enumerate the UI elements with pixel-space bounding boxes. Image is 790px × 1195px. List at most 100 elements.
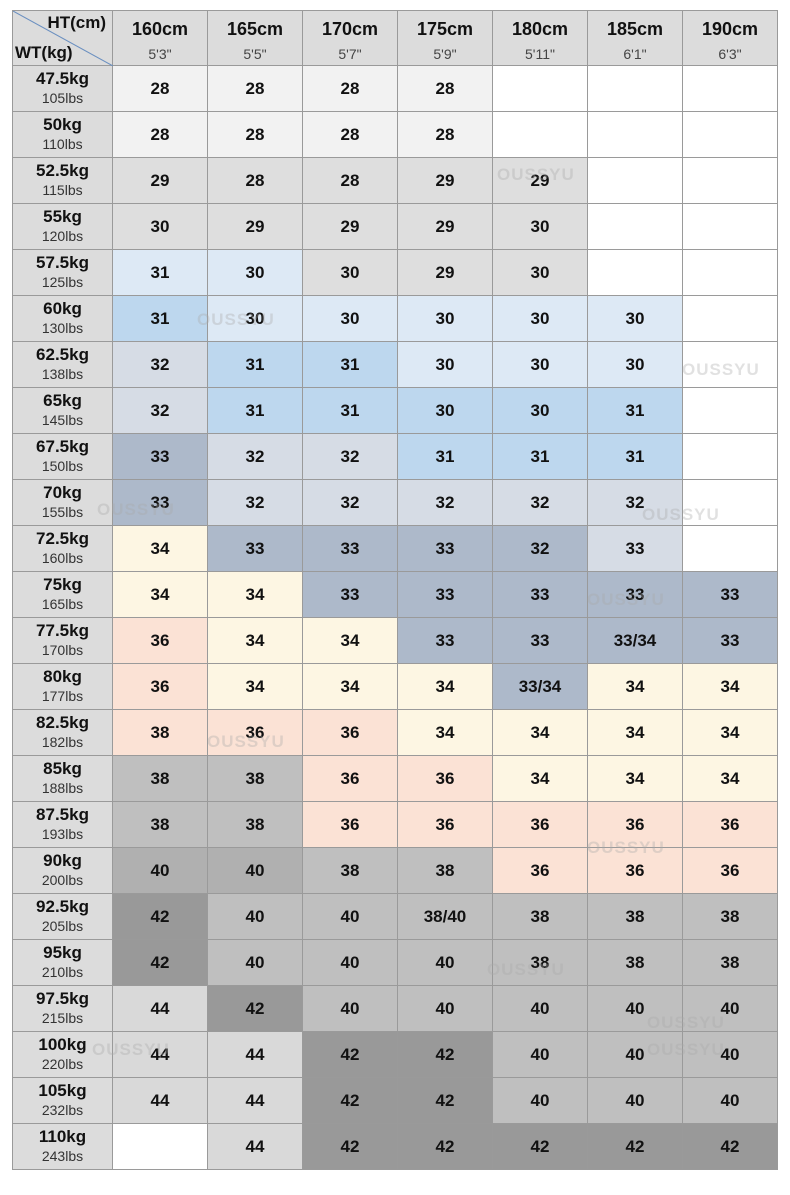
row-header: 70kg 155lbs bbox=[12, 480, 113, 526]
size-cell: 36 bbox=[398, 802, 493, 848]
weight-kg: 77.5kg bbox=[36, 621, 89, 640]
size-cell: 40 bbox=[303, 940, 398, 986]
size-cell: 33 bbox=[208, 526, 303, 572]
size-cell: 31 bbox=[113, 296, 208, 342]
diagonal bbox=[13, 11, 113, 66]
size-cell bbox=[683, 158, 778, 204]
size-cell: 33 bbox=[303, 572, 398, 618]
weight-kg: 67.5kg bbox=[36, 437, 89, 456]
size-cell bbox=[588, 158, 683, 204]
size-cell: 38 bbox=[113, 710, 208, 756]
size-cell: 36 bbox=[113, 618, 208, 664]
size-cell: 40 bbox=[683, 1078, 778, 1124]
size-cell: 29 bbox=[113, 158, 208, 204]
size-cell: 34 bbox=[303, 664, 398, 710]
column-header: 175cm 5'9" bbox=[398, 10, 493, 66]
height-ft: 6'3" bbox=[718, 46, 742, 62]
size-cell bbox=[588, 112, 683, 158]
row-header: 90kg 200lbs bbox=[12, 848, 113, 894]
size-cell: 30 bbox=[208, 250, 303, 296]
height-cm: 185cm bbox=[606, 19, 664, 39]
row-header: 72.5kg 160lbs bbox=[12, 526, 113, 572]
size-cell: 40 bbox=[683, 986, 778, 1032]
size-cell: 40 bbox=[208, 940, 303, 986]
size-cell: 40 bbox=[493, 986, 588, 1032]
size-cell: 28 bbox=[303, 158, 398, 204]
row-header: 67.5kg 150lbs bbox=[12, 434, 113, 480]
size-cell: 42 bbox=[303, 1078, 398, 1124]
weight-lbs: 110lbs bbox=[42, 136, 83, 152]
size-cell: 33 bbox=[493, 618, 588, 664]
size-cell: 32 bbox=[113, 388, 208, 434]
size-cell: 34 bbox=[303, 618, 398, 664]
size-cell: 38 bbox=[208, 756, 303, 802]
size-cell: 38 bbox=[113, 802, 208, 848]
column-header: 165cm 5'5" bbox=[208, 10, 303, 66]
height-label: HT(cm) bbox=[47, 13, 106, 32]
size-cell: 38 bbox=[493, 940, 588, 986]
size-cell: 29 bbox=[303, 204, 398, 250]
size-cell: 28 bbox=[208, 66, 303, 112]
weight-kg: 95kg bbox=[43, 943, 82, 962]
weight-lbs: 138lbs bbox=[41, 366, 84, 382]
size-cell: 28 bbox=[208, 158, 303, 204]
size-cell: 30 bbox=[208, 296, 303, 342]
height-cm: 190cm bbox=[701, 19, 759, 39]
column-header: 185cm 6'1" bbox=[588, 10, 683, 66]
size-cell: 33 bbox=[113, 434, 208, 480]
size-cell: 36 bbox=[303, 710, 398, 756]
size-cell: 42 bbox=[588, 1124, 683, 1170]
weight-lbs: 182lbs bbox=[41, 734, 84, 750]
size-cell: 40 bbox=[493, 1078, 588, 1124]
weight-kg: 72.5kg bbox=[36, 529, 89, 548]
size-cell: 33/34 bbox=[493, 664, 588, 710]
size-cell: 40 bbox=[588, 1078, 683, 1124]
weight-kg: 62.5kg bbox=[36, 345, 89, 364]
weight-kg: 82.5kg bbox=[36, 713, 89, 732]
size-cell: 31 bbox=[303, 388, 398, 434]
size-cell: 38 bbox=[588, 940, 683, 986]
size-cell: 44 bbox=[208, 1124, 303, 1170]
row-header: 75kg 165lbs bbox=[12, 572, 113, 618]
size-cell: 40 bbox=[398, 940, 493, 986]
size-cell: 36 bbox=[208, 710, 303, 756]
size-cell: 36 bbox=[683, 848, 778, 894]
size-cell: 34 bbox=[493, 756, 588, 802]
size-cell: 34 bbox=[683, 664, 778, 710]
size-cell: 40 bbox=[493, 1032, 588, 1078]
size-cell: 42 bbox=[113, 940, 208, 986]
size-cell: 28 bbox=[303, 66, 398, 112]
size-cell bbox=[683, 296, 778, 342]
size-cell: 33 bbox=[683, 618, 778, 664]
size-cell: 42 bbox=[208, 986, 303, 1032]
weight-lbs: 205lbs bbox=[41, 918, 84, 934]
row-header: 50kg 110lbs bbox=[12, 112, 113, 158]
size-cell: 32 bbox=[493, 526, 588, 572]
size-cell: 36 bbox=[398, 756, 493, 802]
weight-kg: 60kg bbox=[43, 299, 82, 318]
size-cell bbox=[683, 342, 778, 388]
weight-lbs: 215lbs bbox=[41, 1010, 84, 1026]
size-cell: 31 bbox=[303, 342, 398, 388]
size-cell: 29 bbox=[398, 158, 493, 204]
weight-kg: 80kg bbox=[43, 667, 82, 686]
weight-kg: 85kg bbox=[43, 759, 82, 778]
size-cell: 33/34 bbox=[588, 618, 683, 664]
size-cell: 33 bbox=[113, 480, 208, 526]
size-cell bbox=[493, 112, 588, 158]
size-cell: 42 bbox=[493, 1124, 588, 1170]
size-cell: 38/40 bbox=[398, 894, 493, 940]
size-cell: 38 bbox=[398, 848, 493, 894]
weight-kg: 97.5kg bbox=[36, 989, 89, 1008]
height-ft: 5'3" bbox=[148, 46, 172, 62]
weight-lbs: 115lbs bbox=[42, 182, 83, 198]
row-header: 52.5kg 115lbs bbox=[12, 158, 113, 204]
size-cell: 34 bbox=[588, 710, 683, 756]
size-cell: 30 bbox=[493, 204, 588, 250]
size-cell: 31 bbox=[493, 434, 588, 480]
size-cell: 40 bbox=[208, 894, 303, 940]
size-cell: 28 bbox=[208, 112, 303, 158]
size-cell: 38 bbox=[113, 756, 208, 802]
weight-lbs: 232lbs bbox=[41, 1102, 84, 1118]
weight-kg: 52.5kg bbox=[36, 161, 89, 180]
